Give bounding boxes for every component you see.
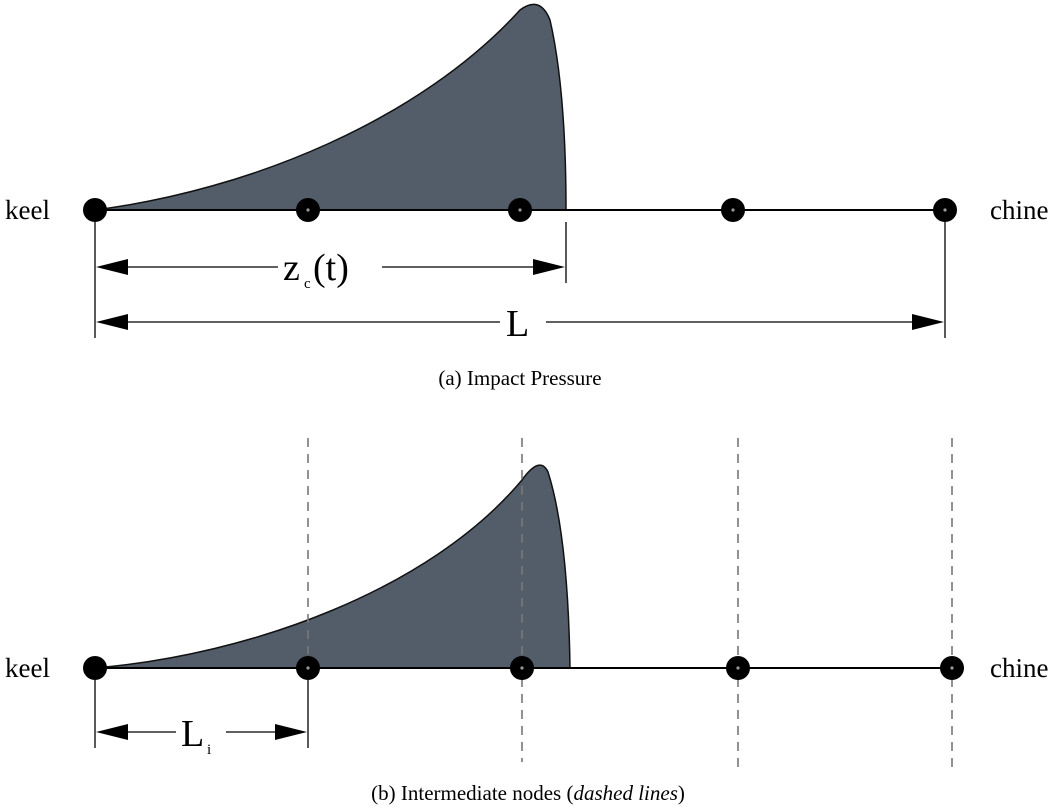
caption-b-italic: dashed lines: [573, 781, 677, 805]
node-keel-b: [83, 656, 107, 680]
zc-label: z: [283, 247, 300, 289]
keel-label-a: keel: [5, 195, 50, 225]
dimension-zc: z c (t): [96, 247, 565, 292]
keel-label-b: keel: [5, 653, 50, 683]
chine-label-a: chine: [990, 195, 1048, 225]
caption-b: (b) Intermediate nodes (dashed lines): [371, 781, 685, 805]
dimension-L: L: [96, 303, 944, 345]
node-keel-a: [83, 198, 107, 222]
panel-b: L i keel chine (b) Intermediate nodes (d…: [5, 438, 1048, 805]
Li-subscript: i: [207, 742, 211, 758]
impact-pressure-shape: [94, 3, 567, 211]
pressure-shape-b: [94, 464, 571, 669]
zc-tail: (t): [313, 247, 349, 289]
caption-a: (a) Impact Pressure: [438, 366, 601, 390]
panel-a: z c (t) L keel chine (a) Impact Pressure: [5, 3, 1048, 390]
caption-b-prefix: (b) Intermediate nodes (: [371, 781, 573, 805]
chine-label-b: chine: [990, 653, 1048, 683]
Li-label: L: [181, 713, 204, 755]
caption-b-suffix: ): [678, 781, 685, 805]
L-label: L: [506, 303, 529, 345]
dimension-Li: L i: [96, 713, 307, 758]
zc-subscript: c: [304, 276, 311, 292]
